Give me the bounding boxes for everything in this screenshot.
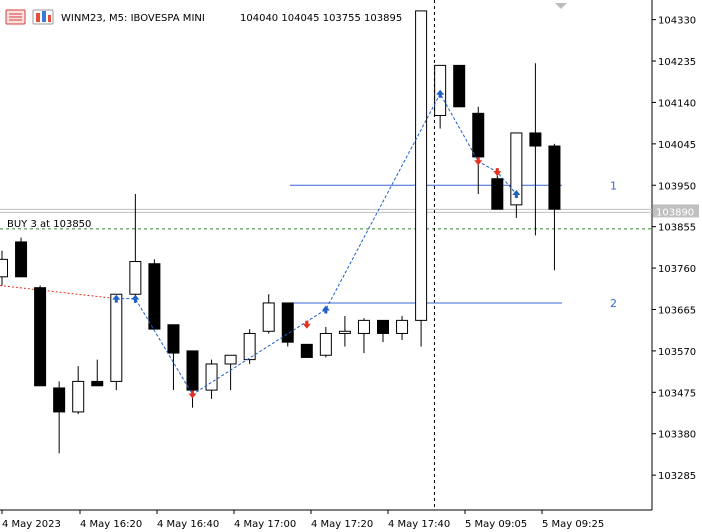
buy-arrow-icon[interactable] [436, 89, 445, 98]
candle-body[interactable] [453, 64, 466, 108]
trade-path-line [116, 92, 517, 396]
candle-body[interactable] [224, 354, 237, 365]
time-axis-label: 5 May 09:25 [542, 519, 604, 530]
price-axis-label: 103380 [658, 430, 696, 441]
sell-arrow-icon[interactable] [474, 157, 483, 166]
time-axis-label: 4 May 17:00 [234, 519, 296, 530]
candle-body[interactable] [53, 387, 66, 413]
buy-arrow-icon[interactable] [131, 294, 140, 303]
price-axis-label: 103285 [658, 471, 696, 482]
horizontal-line-label: 2 [610, 297, 617, 310]
price-axis-label: 104330 [658, 16, 696, 27]
current-price-tag [653, 204, 699, 218]
candle-body[interactable] [15, 241, 28, 278]
time-axis-label: 4 May 16:40 [157, 519, 219, 530]
buy-arrow-icon[interactable] [321, 305, 330, 314]
candle-body[interactable] [167, 324, 180, 354]
candle-body[interactable] [34, 287, 47, 387]
time-axis-label: 5 May 09:05 [465, 519, 527, 530]
candle-body[interactable] [472, 112, 485, 158]
entry-dashed-line [0, 285, 117, 300]
candle-body[interactable] [129, 261, 142, 295]
candle-body[interactable] [186, 350, 199, 391]
buy-arrow-icon[interactable] [512, 189, 521, 198]
candle-body[interactable] [548, 145, 561, 210]
candle-body[interactable] [281, 302, 294, 343]
horizontal-line-label: 1 [610, 179, 617, 192]
candle-body[interactable] [0, 258, 8, 278]
price-axis-label: 103665 [658, 305, 696, 316]
buy-arrow-icon[interactable] [112, 294, 121, 303]
current-price-tag-label: 103890 [656, 207, 694, 218]
scroll-marker-icon[interactable] [555, 3, 567, 9]
time-axis-label: 4 May 17:40 [388, 519, 450, 530]
price-axis-label: 104140 [658, 98, 696, 109]
price-axis-label: 104235 [658, 57, 696, 68]
sell-arrow-icon[interactable] [493, 168, 502, 177]
candle-body[interactable] [396, 319, 409, 334]
price-axis-label: 103950 [658, 181, 696, 192]
candle-body[interactable] [91, 380, 104, 387]
candle-body[interactable] [319, 332, 332, 356]
price-axis-label: 103475 [658, 388, 696, 399]
candle-body[interactable] [205, 363, 218, 391]
candle-body[interactable] [300, 343, 313, 358]
price-axis-label: 104045 [658, 140, 696, 151]
sell-arrow-icon[interactable] [302, 320, 311, 329]
sell-arrow-icon[interactable] [188, 390, 197, 399]
candle-body[interactable] [491, 178, 504, 210]
ohlc-values: 104040 104045 103755 103895 [240, 13, 402, 24]
time-axis-label: 4 May 17:20 [311, 519, 373, 530]
candle-body[interactable] [510, 132, 523, 206]
candle-body[interactable] [338, 330, 351, 334]
price-axis-label: 103855 [658, 223, 696, 234]
time-axis-label: 4 May 2023 [2, 519, 61, 530]
candle-body[interactable] [110, 293, 123, 382]
candle-body[interactable] [529, 132, 542, 147]
chart-bars-icon[interactable] [32, 9, 54, 25]
price-axis-label: 103570 [658, 347, 696, 358]
candle-body[interactable] [377, 319, 389, 334]
candle-body[interactable] [357, 319, 370, 334]
chart-properties-icon[interactable] [5, 9, 26, 25]
price-axis-label: 103760 [658, 264, 696, 275]
toolbar-icons[interactable] [5, 9, 54, 25]
time-axis-label: 4 May 16:20 [80, 519, 142, 530]
candle-body[interactable] [243, 332, 256, 361]
chart-symbol-header: WINM23, M5: IBOVESPA MINI [61, 13, 205, 24]
candle-body[interactable] [262, 302, 275, 332]
plot-area[interactable] [0, 0, 652, 510]
candle-body[interactable] [72, 380, 85, 413]
order-label: BUY 3 at 103850 [7, 219, 91, 230]
candle-body[interactable] [148, 263, 161, 330]
candle-body[interactable] [415, 10, 428, 321]
